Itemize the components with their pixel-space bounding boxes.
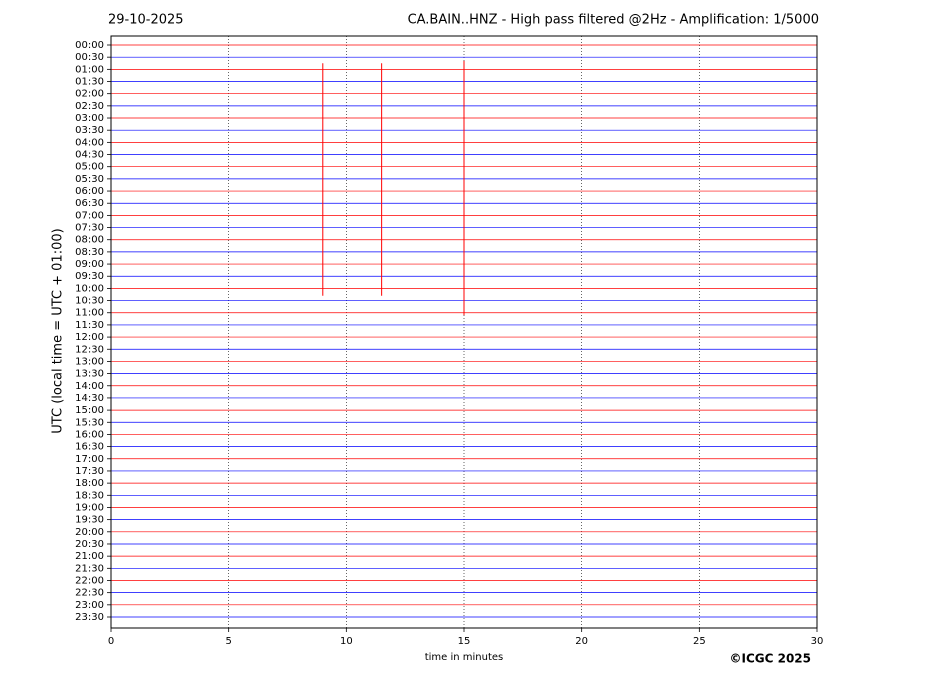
y-tick-label: 01:00 [75,64,104,75]
y-tick-label: 04:30 [75,150,104,161]
y-tick-label: 05:00 [75,162,104,173]
y-tick-label: 22:30 [75,588,104,599]
x-tick-label: 25 [693,636,706,647]
y-tick-label: 14:30 [75,393,104,404]
y-tick-label: 09:30 [75,271,104,282]
y-tick-label: 08:30 [75,247,104,258]
x-axis-label: time in minutes [425,652,504,663]
y-tick-label: 03:30 [75,125,104,136]
y-tick-label: 07:00 [75,210,104,221]
x-tick-label: 20 [575,636,588,647]
y-tick-label: 01:30 [75,77,104,88]
y-tick-label: 02:30 [75,101,104,112]
y-tick-label: 23:00 [75,600,104,611]
y-tick-label: 18:00 [75,478,104,489]
y-tick-label: 22:00 [75,575,104,586]
y-tick-label: 13:00 [75,356,104,367]
y-tick-label: 13:30 [75,369,104,380]
y-tick-label: 21:00 [75,551,104,562]
y-tick-label: 14:00 [75,381,104,392]
y-tick-label: 17:00 [75,454,104,465]
date: 29-10-2025 [108,13,184,28]
x-tick-label: 15 [458,636,471,647]
y-tick-label: 19:30 [75,515,104,526]
y-tick-label: 08:00 [75,235,104,246]
y-tick-label: 05:30 [75,174,104,185]
chart-title: CA.BAIN..HNZ - High pass filtered @2Hz -… [408,13,819,28]
y-axis-label: UTC (local time = UTC + 01:00) [51,228,66,433]
y-tick-label: 00:00 [75,40,104,51]
y-tick-label: 12:30 [75,344,104,355]
plot-frame [110,35,818,629]
x-tick-label: 5 [225,636,231,647]
x-tick-label: 30 [811,636,824,647]
x-tick-label: 0 [108,636,114,647]
y-tick-label: 17:30 [75,466,104,477]
y-tick-label: 06:00 [75,186,104,197]
y-tick-label: 23:30 [75,612,104,623]
y-tick-label: 04:00 [75,137,104,148]
y-tick-label: 12:00 [75,332,104,343]
credit: ©ICGC 2025 [729,652,811,666]
y-tick-label: 03:00 [75,113,104,124]
y-tick-label: 15:00 [75,405,104,416]
y-tick-label: 10:00 [75,283,104,294]
y-tick-label: 07:30 [75,223,104,234]
y-tick-label: 09:00 [75,259,104,270]
y-tick-label: 11:30 [75,320,104,331]
y-tick-label: 21:30 [75,563,104,574]
y-tick-label: 00:30 [75,52,104,63]
y-tick-label: 19:00 [75,502,104,513]
y-tick-label: 10:30 [75,296,104,307]
y-tick-label: 16:00 [75,429,104,440]
y-tick-label: 20:00 [75,527,104,538]
y-tick-label: 06:30 [75,198,104,209]
y-tick-label: 16:30 [75,442,104,453]
y-tick-label: 02:00 [75,89,104,100]
y-tick-label: 15:30 [75,417,104,428]
y-tick-label: 18:30 [75,490,104,501]
y-tick-label: 20:30 [75,539,104,550]
y-tick-label: 11:00 [75,308,104,319]
x-tick-label: 10 [340,636,353,647]
